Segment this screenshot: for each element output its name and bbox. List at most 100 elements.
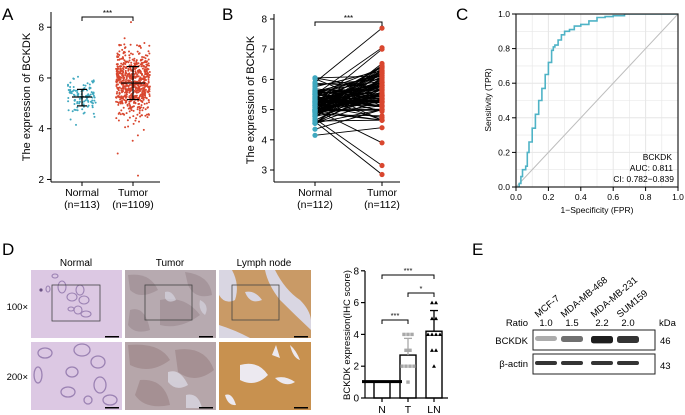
b-pair-line	[314, 109, 383, 130]
a-point	[92, 91, 95, 94]
e-ratio-value: 1.0	[539, 318, 552, 329]
b-point-tumor	[379, 171, 385, 178]
a-point	[82, 84, 85, 87]
a-point	[138, 79, 141, 82]
a-point	[140, 95, 143, 98]
a-point	[139, 76, 142, 79]
a-point	[134, 80, 137, 83]
b-pair-line	[314, 68, 383, 113]
a-point	[125, 61, 128, 64]
b-significance-bracket: ***	[314, 14, 383, 26]
d-point	[382, 380, 386, 384]
panel-label-a: A	[2, 5, 14, 24]
a-point	[128, 110, 131, 113]
a-point	[132, 115, 135, 118]
b-y-tick-label: 4	[261, 135, 267, 146]
a-point	[127, 125, 130, 128]
a-point	[142, 96, 145, 99]
a-point	[123, 62, 126, 65]
a-point	[120, 80, 123, 83]
d-point	[390, 380, 394, 384]
e-band-bckdk	[591, 336, 613, 344]
panel-label-b: B	[222, 5, 233, 24]
e-ratio-value: 2.0	[621, 318, 634, 329]
a-point	[76, 94, 79, 97]
a-point	[87, 104, 90, 107]
a-point	[122, 106, 125, 109]
b-point-tumor	[379, 96, 385, 102]
a-point	[138, 44, 141, 47]
a-point	[124, 94, 127, 97]
d-point	[430, 332, 434, 336]
b-point-tumor	[379, 25, 385, 31]
a-point	[116, 52, 119, 55]
a-point	[121, 99, 123, 102]
a-point	[78, 97, 81, 100]
c-y-tick-label: 0.8	[498, 44, 510, 54]
a-point	[121, 57, 124, 60]
a-point	[118, 44, 121, 47]
a-point	[128, 116, 131, 119]
a-point	[145, 61, 148, 63]
a-point	[121, 72, 124, 75]
a-point	[135, 59, 138, 62]
a-point	[125, 79, 127, 81]
a-point	[119, 98, 122, 101]
a-point	[94, 101, 97, 104]
a-point	[134, 95, 136, 98]
a-point	[118, 72, 121, 75]
a-point	[147, 78, 150, 81]
b-point-tumor	[379, 107, 385, 113]
a-point	[135, 96, 138, 99]
c-y-tick-label: 1.0	[498, 9, 510, 19]
a-error-bars	[72, 65, 145, 107]
a-point	[125, 93, 128, 96]
e-kda-label: kDa	[659, 318, 677, 329]
panel-label-d: D	[2, 240, 14, 259]
a-point	[76, 106, 79, 109]
a-y-tick-label: 4	[38, 124, 44, 135]
a-point	[72, 77, 75, 80]
e-band-actin	[617, 361, 639, 365]
d-point	[400, 364, 404, 368]
a-point	[137, 62, 140, 65]
a-point	[76, 109, 79, 112]
a-point	[76, 101, 79, 103]
a-point	[147, 50, 150, 53]
a-point	[146, 116, 149, 119]
a-point	[75, 123, 77, 126]
a-point	[129, 74, 132, 77]
a-point	[137, 103, 140, 105]
a-point	[130, 64, 133, 67]
ihc-row-200x: 200×	[7, 372, 28, 383]
a-point	[120, 76, 123, 79]
a-point	[121, 67, 124, 70]
a-point	[83, 100, 86, 103]
d-point	[438, 332, 442, 336]
a-point	[123, 37, 126, 40]
d-y-label: BCKDK expression(IHC score)	[342, 270, 353, 400]
a-point	[120, 95, 123, 98]
a-point	[137, 174, 139, 177]
a-point	[126, 103, 129, 106]
a-point	[135, 87, 138, 89]
b-point-normal	[312, 86, 318, 92]
a-point	[141, 74, 143, 76]
a-point	[121, 91, 123, 94]
d-bar	[399, 354, 417, 399]
a-point	[120, 97, 123, 100]
a-point	[127, 79, 130, 82]
a-point	[121, 102, 124, 105]
a-point	[89, 93, 92, 96]
e-band-actin	[535, 361, 557, 365]
a-point	[119, 78, 122, 81]
a-point	[67, 89, 70, 91]
a-point	[132, 122, 135, 125]
a-point	[148, 101, 150, 104]
d-y-tick-label: 0	[353, 394, 359, 405]
panel-d-ihc: Normal Tumor Lymph node 100× 200×	[7, 258, 311, 410]
b-y-label: The expression of BCKDK	[245, 35, 257, 164]
a-point	[127, 107, 130, 110]
scale-bar	[294, 336, 308, 338]
a-point	[131, 58, 134, 61]
